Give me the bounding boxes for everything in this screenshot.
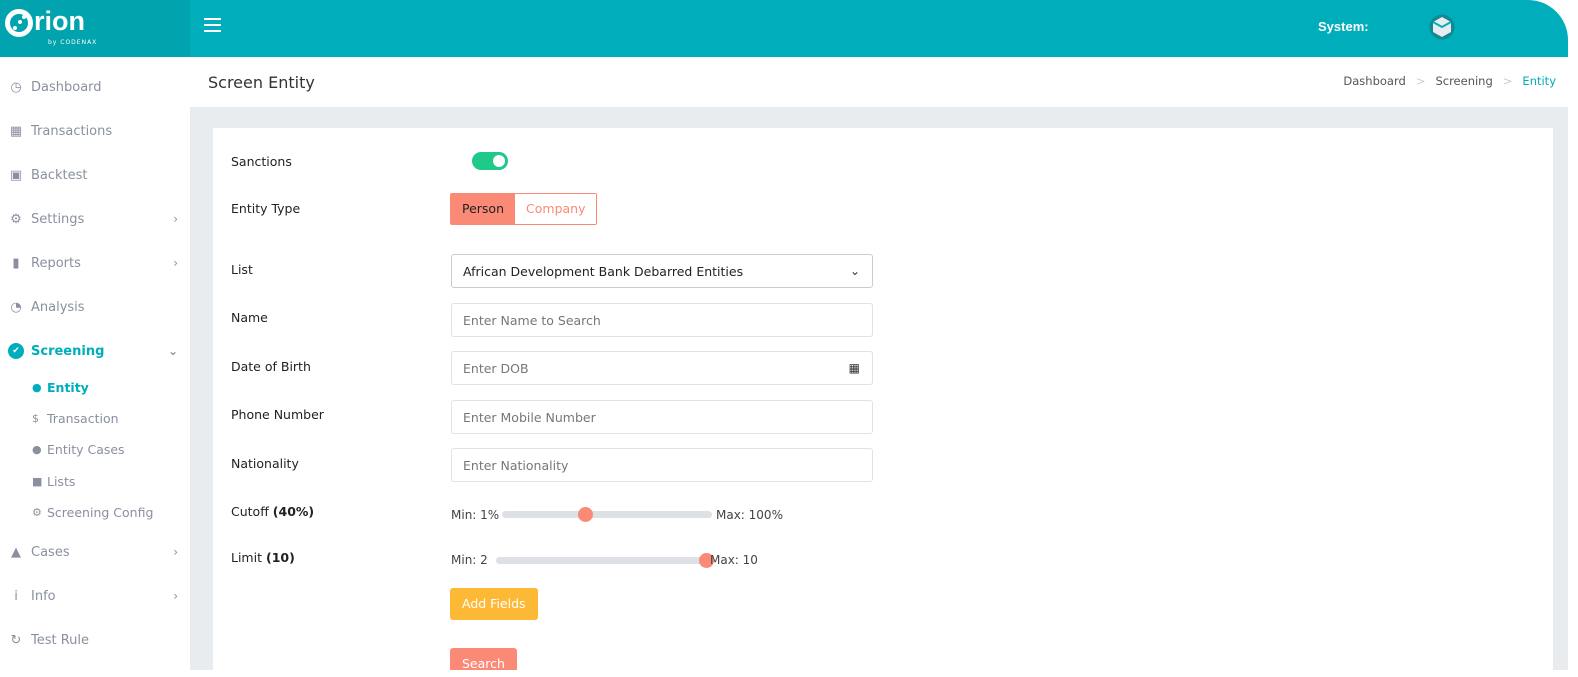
chevron-right-icon: › <box>173 256 178 270</box>
phone-input[interactable]: Enter Mobile Number <box>451 400 873 434</box>
sidebar-item-info[interactable]: i Info › <box>8 585 178 607</box>
menu-toggle-icon[interactable] <box>204 18 221 32</box>
sidebar-item-transactions[interactable]: ▦ Transactions <box>8 120 178 142</box>
limit-slider-handle[interactable] <box>699 553 714 568</box>
add-fields-button[interactable]: Add Fields <box>450 588 538 620</box>
name-input[interactable]: Enter Name to Search <box>451 303 873 337</box>
nationality-input[interactable]: Enter Nationality <box>451 448 873 482</box>
sidebar-item-dashboard[interactable]: ◷ Dashboard <box>8 76 178 98</box>
sidebar-subitem-label: Entity <box>47 379 89 395</box>
sidebar-item-screening[interactable]: ✔ Screening ⌄ <box>8 340 178 362</box>
breadcrumb: Dashboard > Screening > Entity <box>1343 74 1556 88</box>
warning-icon: ▲ <box>11 544 21 560</box>
refresh-icon: ↻ <box>10 632 22 648</box>
pie-icon: ◔ <box>10 299 22 315</box>
cutoff-slider-handle[interactable] <box>577 507 593 522</box>
sidebar-subitem-entity[interactable]: ● Entity <box>32 378 89 396</box>
sidebar-item-label: Backtest <box>31 167 88 183</box>
gauge-icon: ◷ <box>10 79 22 95</box>
page-title: Screen Entity <box>208 73 315 92</box>
sidebar-item-label: Cases <box>31 544 70 560</box>
entity-type-person[interactable]: Person <box>451 194 516 224</box>
entity-type-selector: Person Company <box>450 193 598 225</box>
chevron-down-icon: ⌄ <box>849 264 860 278</box>
list-select[interactable]: African Development Bank Debarred Entiti… <box>451 254 873 288</box>
limit-min: Min: 2 <box>451 553 488 567</box>
limit-label: Limit (10) <box>231 550 295 565</box>
logo[interactable]: rion by CODENAX <box>0 0 190 57</box>
system-label: System: <box>1318 19 1369 34</box>
chevron-down-icon: ⌄ <box>167 344 178 358</box>
sanctions-label: Sanctions <box>231 154 292 169</box>
sidebar-item-reports[interactable]: ▮ Reports › <box>8 252 178 274</box>
limit-max: Max: 10 <box>710 553 758 567</box>
sidebar-subitem-label: Lists <box>47 473 76 489</box>
info-icon: i <box>14 588 18 604</box>
sanctions-toggle[interactable] <box>472 152 508 170</box>
sidebar-subitem-label: Screening Config <box>47 504 154 520</box>
limit-slider[interactable] <box>496 553 714 568</box>
chevron-right-icon: › <box>173 545 178 559</box>
sidebar-item-label: Info <box>31 588 56 604</box>
chevron-right-icon: › <box>173 589 178 603</box>
user-icon: ● <box>32 442 42 456</box>
sidebar-item-label: Dashboard <box>31 79 102 95</box>
sidebar-item-label: Screening <box>31 343 105 359</box>
title-bar: Screen Entity Dashboard > Screening > Enti… <box>190 57 1568 107</box>
search-button[interactable]: Search <box>450 648 517 670</box>
breadcrumb-screening[interactable]: Screening <box>1435 74 1493 88</box>
cutoff-slider[interactable] <box>502 507 712 522</box>
sidebar-subitem-lists[interactable]: ■ Lists <box>32 472 75 490</box>
sidebar-item-label: Reports <box>31 255 81 271</box>
entity-type-company[interactable]: Company <box>515 194 597 224</box>
gear-icon: ⚙ <box>32 505 42 519</box>
dob-input[interactable]: Enter DOB ▦ <box>451 351 873 385</box>
sidebar-item-analysis[interactable]: ◔ Analysis <box>8 296 178 318</box>
dob-label: Date of Birth <box>231 359 311 374</box>
gear-icon: ⚙ <box>10 211 22 227</box>
phone-label: Phone Number <box>231 407 324 422</box>
sidebar-item-label: Test Rule <box>31 632 90 648</box>
grid-icon: ▦ <box>9 123 23 139</box>
sidebar-item-label: Transactions <box>31 123 113 139</box>
file-dollar-icon: $ <box>32 411 39 425</box>
user-icon: ● <box>32 380 42 394</box>
breadcrumb-dashboard[interactable]: Dashboard <box>1343 74 1406 88</box>
sidebar-item-settings[interactable]: ⚙ Settings › <box>8 208 178 230</box>
screen-entity-form: Sanctions Entity Type Person Company Lis… <box>213 128 1553 670</box>
nationality-label: Nationality <box>231 456 299 471</box>
bar-chart-icon: ▮ <box>12 255 20 271</box>
cutoff-min: Min: 1% <box>451 508 500 522</box>
sidebar-item-test-rule[interactable]: ↻ Test Rule <box>8 629 178 651</box>
cube-icon[interactable] <box>1429 14 1455 40</box>
image-icon: ▣ <box>9 167 23 183</box>
calendar-icon[interactable]: ▦ <box>848 361 860 375</box>
chevron-right-icon: › <box>173 212 178 226</box>
cutoff-label: Cutoff (40%) <box>231 504 315 519</box>
book-icon: ■ <box>32 474 43 488</box>
entity-type-label: Entity Type <box>231 201 301 216</box>
sidebar-subitem-screening-config[interactable]: ⚙ Screening Config <box>32 503 153 521</box>
cutoff-max: Max: 100% <box>716 508 783 522</box>
sidebar-subitem-label: Transaction <box>47 410 119 426</box>
sidebar-subitem-entity-cases[interactable]: ● Entity Cases <box>32 440 125 458</box>
sidebar-item-backtest[interactable]: ▣ Backtest <box>8 164 178 186</box>
sidebar-item-cases[interactable]: ▲ Cases › <box>8 541 178 563</box>
sidebar-subitem-label: Entity Cases <box>47 441 125 457</box>
list-label: List <box>231 262 253 277</box>
check-circle-icon: ✔ <box>8 343 24 359</box>
top-header: rion by CODENAX System: <box>0 0 1568 57</box>
sidebar: ◷ Dashboard ▦ Transactions ▣ Backtest ⚙ Setting… <box>0 57 190 670</box>
breadcrumb-entity: Entity <box>1522 74 1556 88</box>
name-label: Name <box>231 310 268 325</box>
sidebar-item-label: Analysis <box>31 299 85 315</box>
sidebar-item-label: Settings <box>31 211 85 227</box>
sidebar-subitem-transaction[interactable]: $ Transaction <box>32 409 119 427</box>
